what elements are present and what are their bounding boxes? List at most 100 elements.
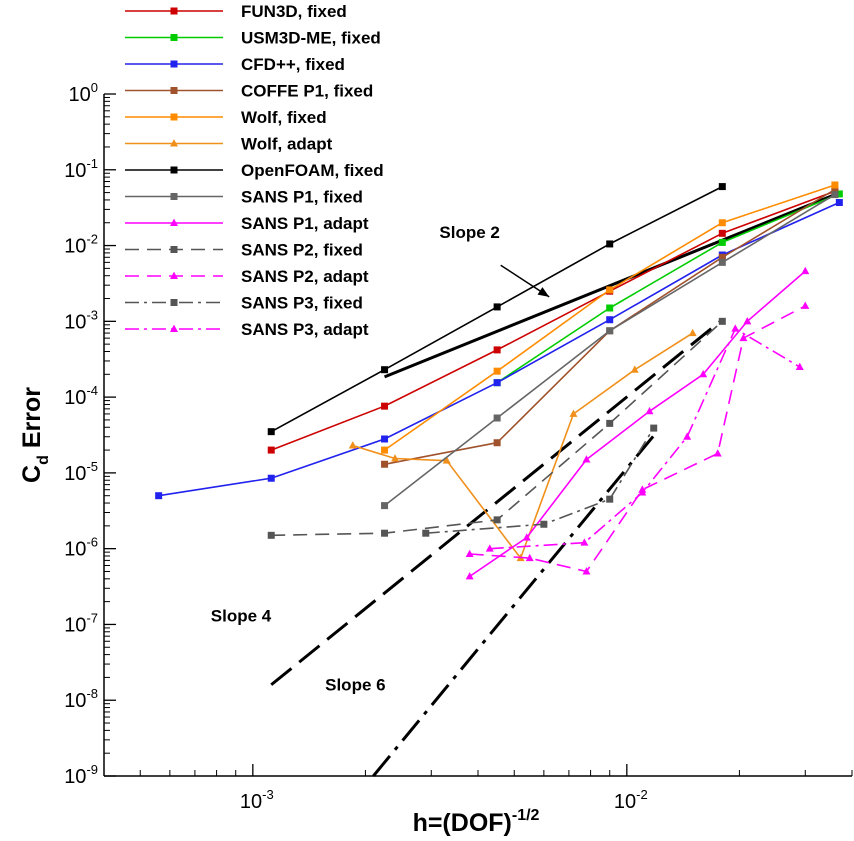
data-point <box>485 544 494 552</box>
data-point <box>606 286 614 294</box>
y-tick-label: 10-2 <box>64 232 98 258</box>
data-point <box>381 366 389 374</box>
data-point <box>606 419 614 427</box>
data-point <box>718 219 726 227</box>
y-tick-label: 10-5 <box>64 459 98 485</box>
legend-swatch-marker <box>170 218 178 226</box>
data-point <box>381 446 389 454</box>
legend-swatch-marker <box>170 299 178 306</box>
data-point <box>493 303 501 311</box>
data-point <box>606 240 614 248</box>
data-point <box>606 327 614 335</box>
legend-swatch-marker <box>170 60 178 68</box>
data-point <box>731 324 740 332</box>
data-point <box>569 409 578 417</box>
data-point <box>493 439 501 447</box>
data-point <box>801 266 810 275</box>
legend-label: SANS P3, adapt <box>241 320 369 339</box>
slope-annotations: Slope 2 Slope 4 Slope 6 <box>211 223 550 694</box>
ref-line-slope-6 <box>372 434 655 777</box>
slope-2-arrowhead <box>537 287 550 297</box>
legend-swatch-marker <box>170 324 178 332</box>
legend-entry-sans-p1-adapt: SANS P1, adapt <box>125 214 369 233</box>
data-point <box>835 190 843 198</box>
data-point <box>381 435 389 443</box>
legend-entry-cfd-fixed: CFD++, fixed <box>125 55 345 74</box>
data-point <box>465 549 474 558</box>
legend-swatch-marker <box>170 193 178 200</box>
legend-swatch-marker <box>170 34 178 41</box>
legend-entry-sans-p3-fixed: SANS P3, fixed <box>125 294 363 313</box>
y-tick-label: 10-4 <box>64 383 98 409</box>
legend-entry-openfoam-fixed: OpenFOAM, fixed <box>125 161 384 180</box>
data-point <box>801 301 810 309</box>
legend-entry-wolf-adapt: Wolf, adapt <box>125 135 333 154</box>
legend-label: SANS P1, fixed <box>241 188 363 207</box>
legend-entry-sans-p2-adapt: SANS P2, adapt <box>125 267 369 286</box>
x-tick-label: 10-2 <box>614 787 648 813</box>
data-point <box>718 229 726 237</box>
y-axis-title: Cd Error <box>18 387 52 483</box>
y-tick-label: 10-6 <box>64 535 98 561</box>
ref-line-slope-2 <box>383 193 836 379</box>
data-point <box>493 516 501 524</box>
legend-label: Wolf, adapt <box>241 135 333 154</box>
data-point <box>713 449 722 457</box>
series-sans-p2-fixed <box>267 317 726 539</box>
data-point <box>381 402 389 410</box>
data-point <box>831 181 839 189</box>
legend-label: SANS P1, adapt <box>241 214 369 233</box>
data-point <box>391 454 400 462</box>
legend-swatch-marker <box>170 7 178 15</box>
annotation-slope-4: Slope 4 <box>211 606 272 625</box>
series-line <box>469 270 806 578</box>
series-sans-p3-fixed <box>422 424 658 537</box>
legend-label: OpenFOAM, fixed <box>241 161 384 180</box>
data-point <box>683 432 692 440</box>
y-tick-label: 10-1 <box>64 156 98 182</box>
data-point <box>422 529 430 537</box>
data-point <box>580 538 589 546</box>
data-point <box>630 365 639 373</box>
y-tick-label: 10-9 <box>64 762 98 788</box>
legend-label: CFD++, fixed <box>241 55 345 74</box>
series-lines <box>155 181 843 580</box>
data-point <box>606 316 614 324</box>
data-point <box>718 238 726 246</box>
y-tick-label: 10-7 <box>64 610 98 636</box>
data-point <box>718 183 726 191</box>
reference-lines <box>270 193 836 777</box>
data-point <box>267 428 275 436</box>
data-point <box>739 333 748 342</box>
data-point <box>381 529 389 537</box>
data-point <box>465 572 474 580</box>
y-tick-label: 10-8 <box>64 686 98 712</box>
series-usm3d-me-fixed <box>493 190 843 387</box>
legend-label: SANS P3, fixed <box>241 294 363 313</box>
data-point <box>606 304 614 312</box>
series-line <box>469 305 806 573</box>
series-line <box>270 190 836 451</box>
data-point <box>540 520 548 528</box>
x-tick-label: 10-3 <box>240 787 274 813</box>
annotation-slope-2: Slope 2 <box>439 223 499 242</box>
legend-entry-sans-p1-fixed: SANS P1, fixed <box>125 188 363 207</box>
data-point <box>688 328 697 337</box>
data-point <box>267 531 275 539</box>
legend-label: SANS P2, adapt <box>241 267 369 286</box>
data-point <box>267 446 275 454</box>
data-point <box>743 317 752 325</box>
data-point <box>645 406 654 415</box>
data-point <box>381 502 389 510</box>
annotation-slope-6: Slope 6 <box>325 675 385 694</box>
series-line <box>352 332 694 559</box>
series-openfoam-fixed <box>267 183 726 436</box>
data-point <box>381 460 389 468</box>
data-point <box>650 424 658 432</box>
legend: FUN3D, fixed USM3D-ME, fixed CFD++, fixed C… <box>125 2 384 339</box>
series-line <box>425 427 655 534</box>
legend-entry-wolf-fixed: Wolf, fixed <box>125 108 327 127</box>
series-sans-p1-adapt <box>465 266 810 580</box>
legend-entry-sans-p3-adapt: SANS P3, adapt <box>125 320 369 339</box>
